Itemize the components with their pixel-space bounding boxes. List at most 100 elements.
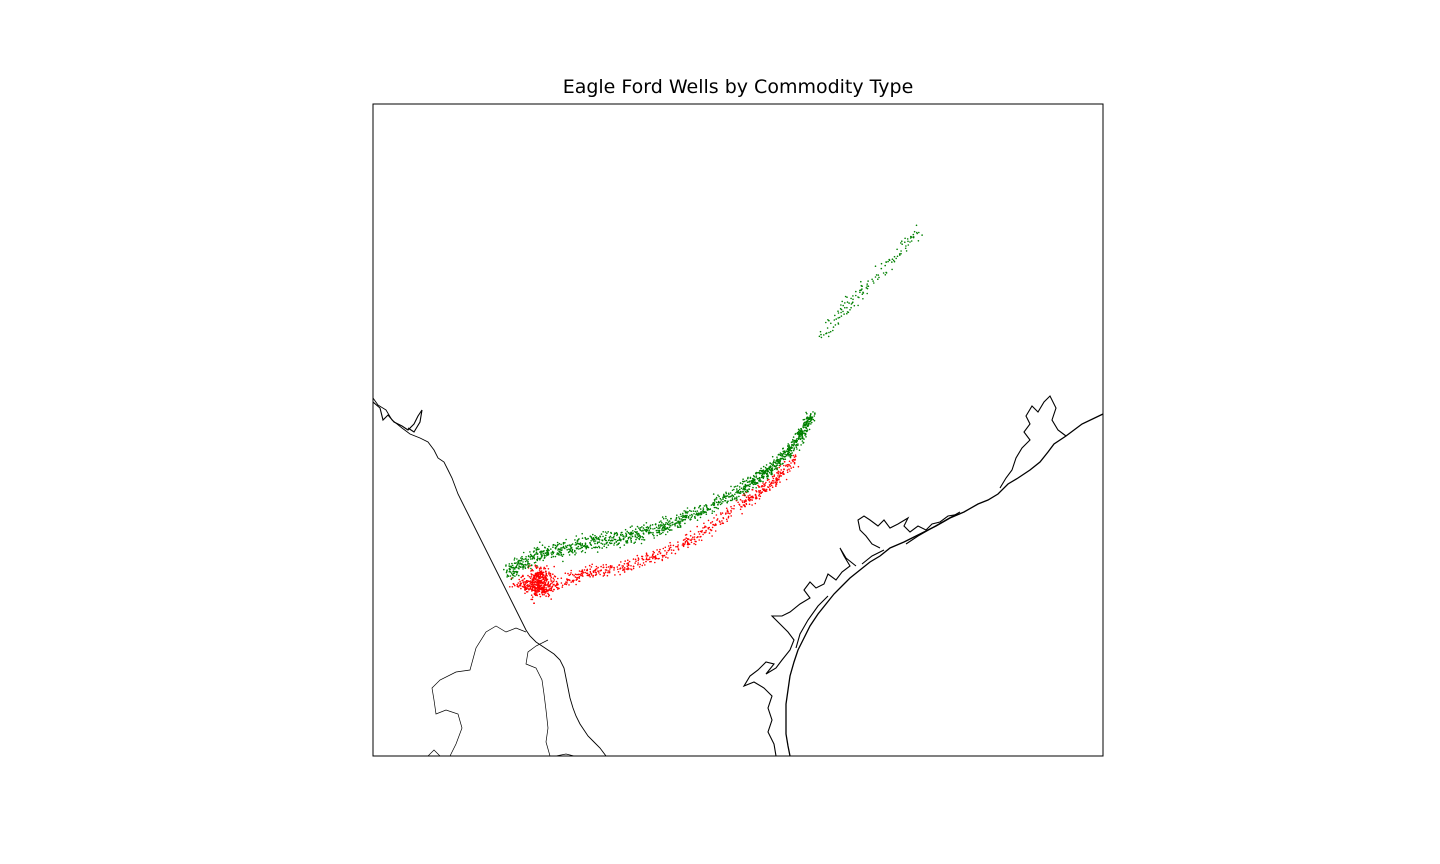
gas-well-point (803, 418, 806, 421)
oil-well-point (595, 573, 597, 576)
gas-well-point (797, 443, 799, 445)
oil-well-point (613, 569, 615, 571)
oil-well-point (776, 481, 778, 484)
oil-well-point (543, 585, 545, 588)
gas-well-point (752, 474, 755, 477)
oil-well-point (595, 565, 598, 568)
oil-well-point (619, 573, 621, 576)
gas-well-point (838, 316, 841, 319)
gas-well-point (805, 420, 808, 423)
gas-well-point (718, 495, 720, 498)
oil-well-point (662, 547, 665, 550)
oil-well-point (591, 563, 593, 566)
gas-well-point (521, 566, 524, 568)
gulf-coastline (785, 413, 1103, 756)
oil-well-point (745, 503, 748, 506)
gas-well-point (612, 537, 615, 539)
gas-well-point (658, 524, 660, 526)
gas-well-point (616, 539, 619, 542)
oil-well-point (543, 579, 546, 581)
gas-well-point (809, 413, 812, 416)
gas-well-point (527, 563, 529, 566)
oil-well-point (761, 488, 764, 490)
oil-well-point (763, 488, 766, 491)
oil-well-point (550, 578, 552, 580)
gas-well-point (639, 536, 641, 539)
oil-well-point (531, 598, 534, 601)
oil-well-point (677, 541, 679, 543)
gas-well-point (661, 529, 663, 532)
oil-well-point (533, 593, 536, 595)
oil-well-point (674, 552, 677, 555)
gas-well-point (679, 526, 682, 528)
gas-well-point (917, 240, 920, 242)
oil-well-point (529, 577, 532, 580)
gas-well-point (521, 555, 523, 558)
oil-well-point (545, 595, 547, 597)
gas-well-point (638, 537, 640, 540)
oil-well-point (788, 468, 790, 471)
oil-well-point (707, 519, 710, 522)
oil-well-point (627, 563, 630, 566)
oil-well-point (534, 564, 537, 566)
oil-well-point (665, 553, 668, 555)
oil-well-point (517, 582, 520, 584)
gas-well-point (551, 551, 554, 554)
gas-well-point (762, 480, 764, 483)
oil-well-point (623, 563, 626, 565)
oil-well-point (553, 583, 555, 586)
gas-well-point (790, 452, 792, 455)
oil-well-point (788, 460, 791, 463)
oil-well-point (675, 545, 677, 548)
gas-well-point (800, 433, 802, 436)
gas-well-point (855, 294, 857, 297)
gas-well-point (713, 504, 715, 507)
oil-well-point (649, 560, 651, 563)
oil-well-point (632, 565, 635, 568)
gas-well-point (649, 526, 651, 528)
gas-well-point (852, 295, 854, 297)
oil-well-point (641, 557, 643, 560)
oil-well-point (797, 465, 800, 468)
oil-well-point (703, 526, 706, 529)
gas-well-point (837, 323, 840, 325)
gas-well-point (885, 261, 887, 263)
gas-well-point (677, 526, 679, 529)
oil-well-point (543, 589, 546, 591)
gas-well-point (630, 539, 632, 542)
gas-well-point (512, 574, 515, 577)
gas-well-point (675, 516, 678, 519)
gas-well-point (661, 524, 663, 527)
oil-well-point (538, 586, 541, 588)
oil-well-point (531, 580, 534, 582)
gas-well-point (781, 463, 784, 465)
gas-well-point (541, 555, 543, 557)
gas-well-point (901, 243, 903, 245)
gas-well-point (664, 528, 666, 530)
oil-well-point (582, 572, 585, 574)
gas-well-point (552, 551, 555, 554)
oil-well-point (580, 572, 583, 575)
oil-well-point (576, 577, 578, 579)
gas-well-point (647, 526, 650, 529)
gas-well-point (756, 477, 759, 480)
oil-well-point (644, 564, 646, 566)
gas-well-point (686, 507, 689, 509)
gas-well-point (690, 516, 693, 519)
gas-well-point (656, 531, 658, 534)
oil-well-point (568, 574, 570, 577)
gas-well-point (585, 547, 587, 550)
gas-well-point (844, 295, 847, 298)
oil-well-point (516, 585, 519, 587)
gas-well-point (800, 430, 803, 433)
oil-well-point (634, 562, 636, 564)
gas-well-point (643, 529, 646, 531)
gas-well-point (734, 497, 736, 499)
oil-well-point (614, 574, 616, 576)
oil-well-point (545, 572, 548, 575)
gas-well-point (577, 545, 580, 548)
oil-well-point (516, 583, 518, 586)
gas-well-point (700, 513, 703, 516)
oil-well-point (718, 520, 721, 522)
gas-well-point (574, 541, 577, 544)
